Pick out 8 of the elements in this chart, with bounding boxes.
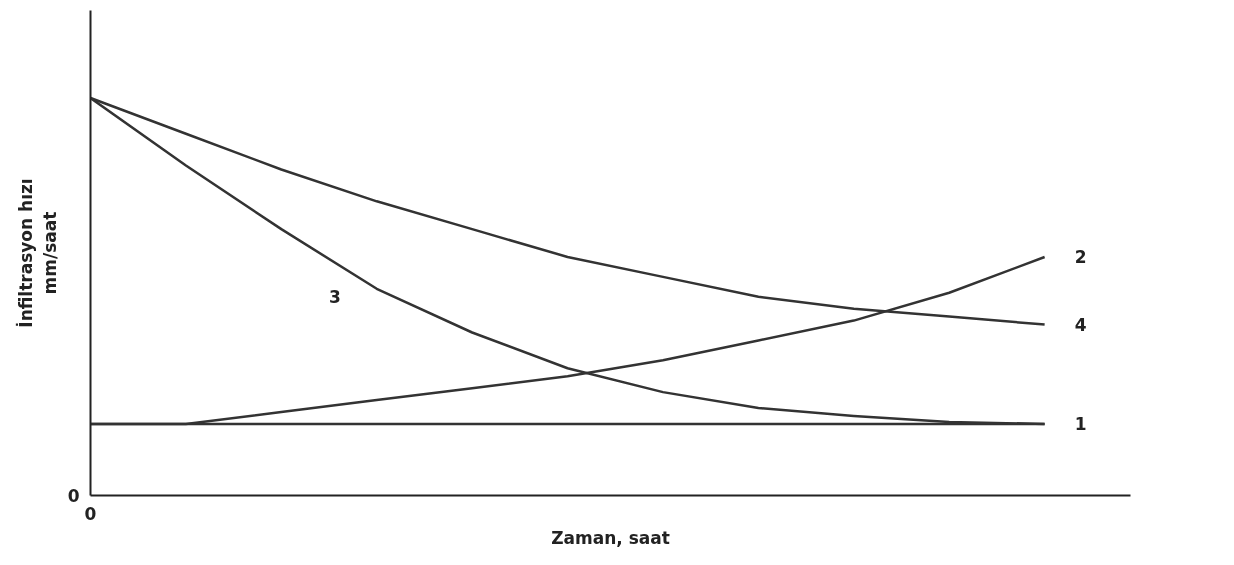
text: 0 <box>67 486 80 506</box>
series-label: 1 <box>1074 414 1087 435</box>
x-axis-title: Zaman, saat <box>551 527 670 548</box>
series-label: 2 <box>1074 247 1087 268</box>
text: 0 <box>84 503 97 524</box>
series-label: 3 <box>329 287 341 308</box>
series-label: 4 <box>1074 315 1087 336</box>
y-axis-title: İnfiltrasyon hızı mm/saat <box>14 178 60 328</box>
